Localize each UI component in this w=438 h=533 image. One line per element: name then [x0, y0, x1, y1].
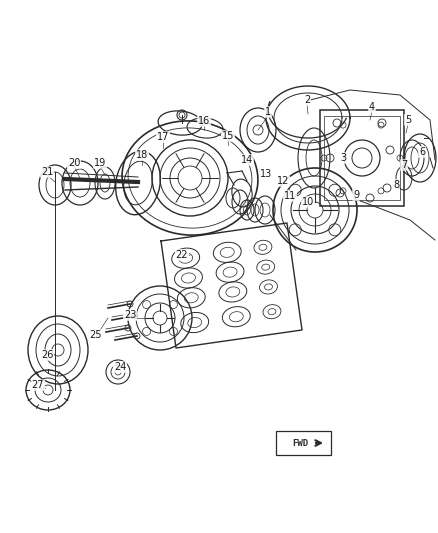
Text: 10: 10 — [302, 197, 314, 207]
Text: 27: 27 — [32, 380, 44, 390]
Text: FWD: FWD — [292, 439, 308, 448]
Text: 20: 20 — [68, 158, 80, 168]
Text: 17: 17 — [157, 132, 169, 142]
Bar — [320, 110, 404, 206]
Text: 2: 2 — [304, 95, 310, 105]
Text: 18: 18 — [136, 150, 148, 160]
Text: 1: 1 — [265, 107, 271, 117]
Text: 12: 12 — [277, 176, 289, 186]
Text: 24: 24 — [114, 362, 126, 372]
Text: 9: 9 — [353, 190, 359, 200]
Text: 23: 23 — [124, 310, 136, 320]
Text: 11: 11 — [284, 191, 296, 201]
Bar — [276, 431, 331, 455]
Text: 5: 5 — [405, 115, 411, 125]
Text: 26: 26 — [41, 350, 53, 360]
Text: 19: 19 — [94, 158, 106, 168]
Text: 8: 8 — [393, 180, 399, 190]
Text: 6: 6 — [419, 147, 425, 157]
Text: 7: 7 — [401, 160, 407, 170]
Bar — [324, 116, 400, 200]
Text: 22: 22 — [176, 250, 188, 260]
Text: 16: 16 — [198, 116, 210, 126]
Text: 4: 4 — [369, 102, 375, 112]
Text: 13: 13 — [260, 169, 272, 179]
Text: 21: 21 — [41, 167, 53, 177]
Text: 3: 3 — [340, 153, 346, 163]
Text: 15: 15 — [222, 131, 234, 141]
Text: 25: 25 — [89, 330, 101, 340]
Text: 14: 14 — [241, 155, 253, 165]
